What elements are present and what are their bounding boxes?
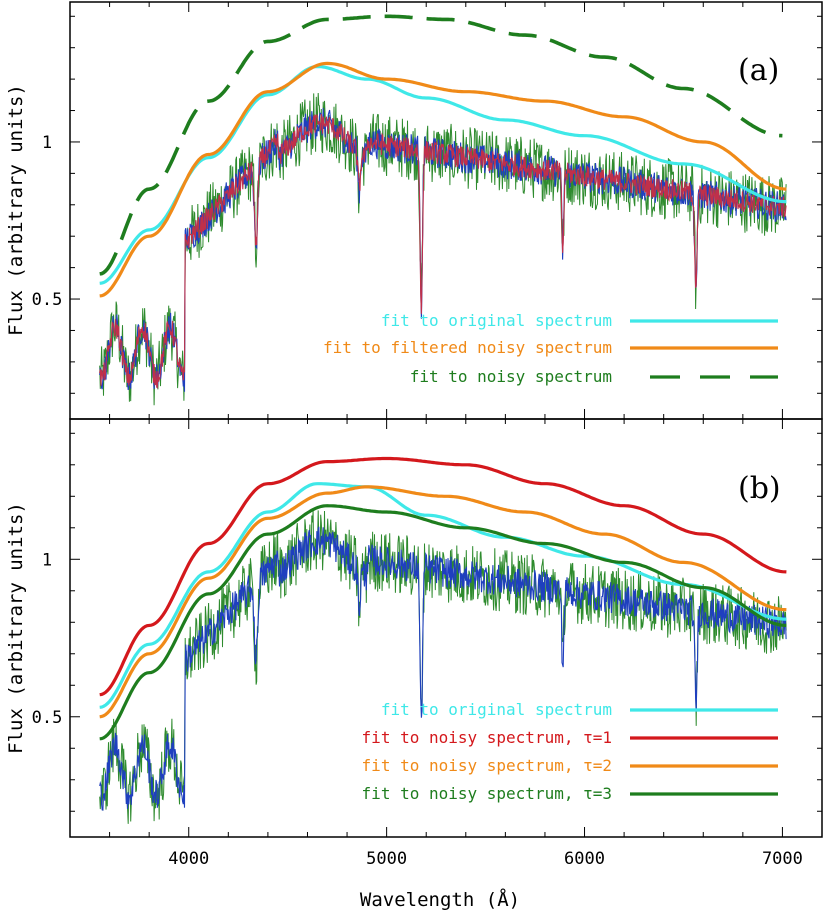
y-tick-label: 0.5 (32, 290, 63, 310)
panel-b-spectra (99, 510, 787, 824)
legend-label-3: fit to noisy spectrum, τ=2 (362, 756, 612, 775)
panel-a-y-axis-title: Flux (arbitrary units) (5, 84, 27, 336)
spectrum-noisy-spectrum (99, 510, 787, 824)
fit-curve-4 (99, 504, 787, 741)
legend-label-3: fit to noisy spectrum (410, 367, 612, 386)
fit-curve-1 (99, 65, 787, 285)
panel-a: 0.51 (a) Flux (arbitrary units) fit to o… (5, 1, 823, 420)
fit-curve-3 (99, 14, 783, 276)
legend-label-2: fit to filtered noisy spectrum (323, 338, 612, 357)
panel-b: 0.5 1 4000 5000 6000 7000 (b) Flux (arbitrary… (5, 418, 823, 869)
legend-label-4: fit to noisy spectrum, τ=3 (362, 784, 612, 803)
y-tick-label: 0.5 (32, 708, 63, 728)
panel-b-fits (99, 456, 787, 741)
panel-b-frame (69, 418, 823, 838)
x-tick-label: 6000 (564, 849, 605, 869)
fit-curve-2 (99, 456, 787, 697)
spectrum-filtered-noisy-spectrum (99, 113, 787, 389)
fit-curve-1 (99, 482, 787, 709)
x-tick-label: 7000 (762, 849, 803, 869)
panel-a-fits (99, 14, 787, 298)
x-axis-title: Wavelength (Å) (360, 888, 520, 911)
y-tick-label: 1 (42, 550, 52, 570)
panel-a-legend: fit to original spectrum fit to filtered … (323, 311, 778, 386)
panel-b-y-axis-title: Flux (arbitrary units) (5, 502, 27, 754)
spectrum-original-spectrum (99, 526, 787, 811)
panel-a-label: (a) (738, 53, 779, 88)
x-tick-label: 4000 (168, 849, 209, 869)
panel-b-legend: fit to original spectrum fit to noisy spe… (362, 700, 778, 803)
fit-curve-2 (99, 61, 787, 298)
panel-a-ticks: 0.51 (32, 2, 823, 419)
panel-b-label: (b) (738, 471, 781, 506)
legend-label-1: fit to original spectrum (381, 311, 612, 330)
y-tick-label: 1 (42, 133, 52, 153)
panel-b-ticks: 0.5 1 4000 5000 6000 7000 (32, 419, 823, 869)
legend-label-2: fit to noisy spectrum, τ=1 (362, 728, 612, 747)
panel-a-spectra (99, 92, 787, 406)
x-tick-label: 5000 (366, 849, 407, 869)
fit-curve-3 (99, 485, 787, 719)
legend-label-1: fit to original spectrum (381, 700, 612, 719)
